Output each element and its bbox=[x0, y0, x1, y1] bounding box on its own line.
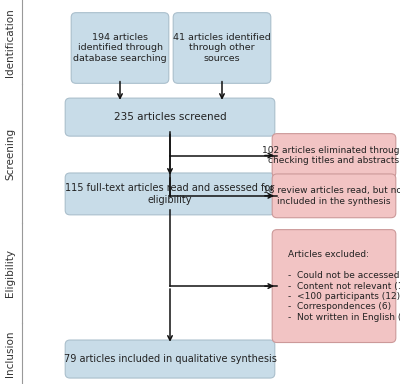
FancyBboxPatch shape bbox=[173, 13, 271, 83]
Text: Identification: Identification bbox=[5, 8, 15, 77]
Text: 102 articles eliminated through
checking titles and abstracts: 102 articles eliminated through checking… bbox=[262, 146, 400, 165]
Text: 194 articles
identified through
database searching: 194 articles identified through database… bbox=[73, 33, 167, 63]
Text: 79 articles included in qualitative synthesis: 79 articles included in qualitative synt… bbox=[64, 354, 276, 364]
Text: Articles excluded:

-  Could not be accessed (3)
-  Content not relevant (14)
- : Articles excluded: - Could not be access… bbox=[288, 250, 400, 322]
Text: Inclusion: Inclusion bbox=[5, 330, 15, 377]
FancyBboxPatch shape bbox=[65, 98, 275, 136]
FancyBboxPatch shape bbox=[65, 173, 275, 215]
FancyBboxPatch shape bbox=[71, 13, 169, 83]
FancyBboxPatch shape bbox=[272, 174, 396, 218]
FancyBboxPatch shape bbox=[272, 230, 396, 343]
FancyBboxPatch shape bbox=[272, 134, 396, 177]
Text: Screening: Screening bbox=[5, 127, 15, 180]
Text: 115 full-text articles read and assessed for
eligibility: 115 full-text articles read and assessed… bbox=[65, 183, 275, 205]
Text: 235 articles screened: 235 articles screened bbox=[114, 112, 226, 122]
FancyBboxPatch shape bbox=[65, 340, 275, 378]
Text: 41 articles identified
through other
sources: 41 articles identified through other sou… bbox=[173, 33, 271, 63]
Text: Eligibility: Eligibility bbox=[5, 249, 15, 297]
Text: 18 review articles read, but not
included in the synthesis: 18 review articles read, but not include… bbox=[263, 186, 400, 205]
